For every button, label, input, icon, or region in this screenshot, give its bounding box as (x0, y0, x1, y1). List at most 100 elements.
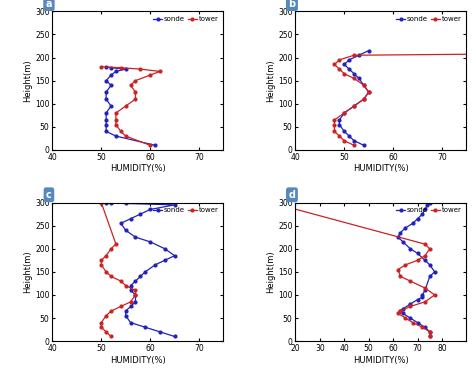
sonde (361, 143, 367, 147)
sonde (103, 117, 109, 122)
tower (395, 311, 401, 316)
sonde (138, 212, 143, 216)
Line: sonde: sonde (338, 49, 370, 147)
tower (410, 320, 416, 325)
sonde (395, 235, 401, 240)
sonde (366, 90, 372, 94)
sonde (356, 53, 362, 58)
tower (133, 97, 139, 102)
tower (108, 309, 114, 313)
sonde (341, 111, 347, 115)
sonde (415, 320, 420, 325)
X-axis label: HUMIDITY(%): HUMIDITY(%) (353, 164, 409, 174)
Line: sonde: sonde (269, 201, 436, 338)
tower (103, 313, 109, 318)
tower (351, 104, 357, 108)
sonde (162, 246, 168, 251)
sonde (407, 302, 413, 307)
tower (422, 286, 428, 290)
sonde (172, 254, 178, 258)
sonde (400, 307, 406, 311)
tower (361, 97, 367, 102)
tower (432, 293, 437, 297)
Legend: sonde, tower: sonde, tower (152, 206, 220, 215)
sonde (128, 320, 133, 325)
sonde (415, 216, 420, 221)
Legend: sonde, tower: sonde, tower (395, 15, 463, 23)
tower (108, 246, 114, 251)
sonde (133, 293, 139, 297)
tower (422, 242, 428, 246)
tower (341, 138, 347, 143)
tower (138, 67, 143, 71)
sonde (351, 138, 357, 143)
tower (337, 58, 342, 62)
tower (123, 283, 129, 288)
sonde (400, 240, 406, 244)
tower (99, 325, 104, 329)
sonde (128, 216, 133, 221)
tower (157, 69, 163, 74)
Text: d: d (288, 190, 296, 200)
tower (99, 320, 104, 325)
tower (407, 304, 413, 309)
sonde (118, 221, 124, 226)
sonde (142, 269, 148, 274)
tower (108, 334, 114, 339)
Y-axis label: Height(m): Height(m) (266, 60, 275, 102)
tower (133, 90, 139, 94)
tower (103, 269, 109, 274)
tower (147, 143, 153, 147)
sonde (128, 304, 133, 309)
tower (351, 53, 357, 58)
sonde (133, 279, 139, 283)
sonde (356, 76, 362, 81)
sonde (152, 143, 158, 147)
sonde (410, 221, 416, 226)
sonde (407, 316, 413, 320)
sonde (366, 49, 372, 53)
sonde (337, 117, 342, 122)
tower (103, 330, 109, 334)
sonde (103, 78, 109, 83)
tower (118, 304, 124, 309)
tower (422, 299, 428, 304)
Text: c: c (46, 190, 52, 200)
sonde (142, 325, 148, 329)
tower (268, 200, 274, 205)
tower (395, 267, 401, 272)
tower (341, 71, 347, 76)
tower (366, 90, 372, 94)
tower (108, 274, 114, 279)
Y-axis label: Height(m): Height(m) (266, 251, 275, 293)
sonde (427, 263, 433, 267)
sonde (432, 269, 437, 274)
sonde (123, 228, 129, 233)
tower (118, 129, 124, 134)
sonde (346, 58, 352, 62)
sonde (128, 288, 133, 293)
tower (337, 134, 342, 138)
sonde (420, 293, 426, 297)
tower (99, 263, 104, 267)
sonde (103, 97, 109, 102)
sonde (123, 201, 129, 206)
sonde (103, 122, 109, 127)
tower (361, 83, 367, 88)
sonde (108, 73, 114, 77)
tower (415, 258, 420, 263)
sonde (108, 201, 114, 205)
tower (397, 274, 403, 279)
sonde (415, 297, 420, 302)
tower (113, 111, 119, 115)
sonde (138, 274, 143, 279)
tower (427, 330, 433, 334)
sonde (420, 212, 426, 216)
sonde (427, 274, 433, 279)
sonde (147, 207, 153, 212)
tower (332, 129, 337, 134)
tower (332, 117, 337, 122)
sonde (346, 67, 352, 71)
sonde (123, 313, 129, 318)
tower (337, 67, 342, 71)
